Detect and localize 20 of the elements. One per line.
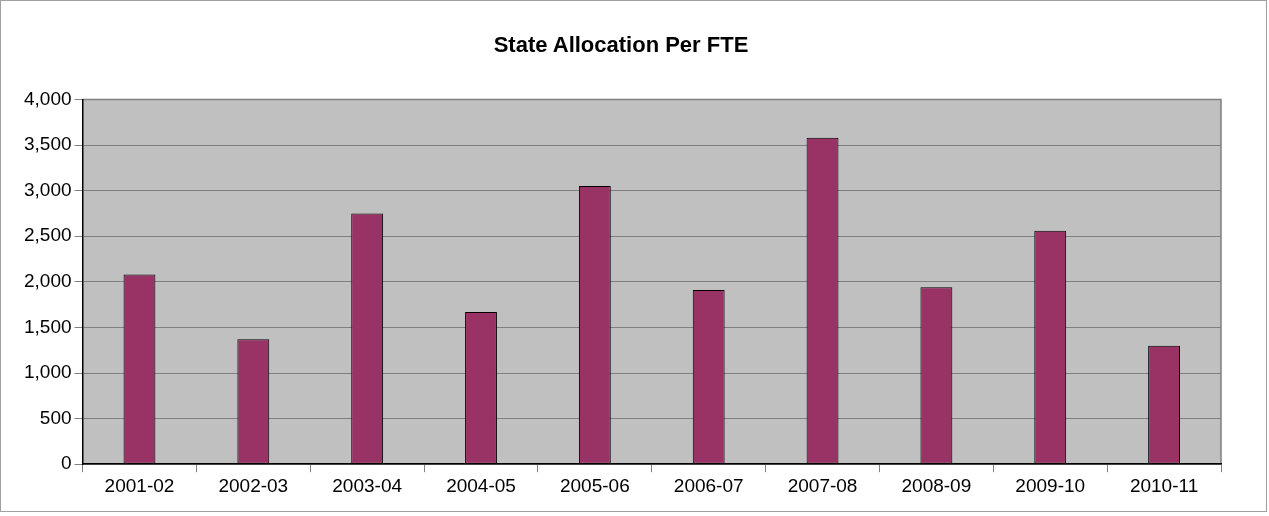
x-tick-label: 2008-09: [901, 474, 972, 496]
x-tick-label: 2002-03: [218, 474, 289, 496]
x-tick-label: 2006-07: [673, 474, 744, 496]
chart-title: State Allocation Per FTE: [493, 32, 749, 58]
y-tick-label: 500: [39, 406, 72, 428]
y-tick-label: 2,000: [24, 270, 72, 292]
y-tick-label: 3,500: [24, 133, 72, 155]
x-tick-label: 2001-02: [104, 474, 175, 496]
y-tick-label: 1,500: [24, 315, 72, 337]
x-tick-label: 2004-05: [446, 474, 516, 496]
x-tick-label: 2005-06: [559, 474, 630, 496]
y-tick-label: 2,500: [24, 224, 72, 246]
y-tick-label: 3,000: [24, 178, 72, 200]
x-tick-label: 2010-11: [1129, 474, 1199, 496]
x-tick-label: 2007-08: [787, 474, 858, 496]
y-tick-label: 0: [60, 452, 72, 474]
x-tick-label: 2003-04: [332, 474, 403, 496]
x-tick-label: 2009-10: [1015, 474, 1086, 496]
y-tick-label: 1,000: [24, 361, 72, 383]
y-tick-label: 4,000: [24, 87, 72, 109]
